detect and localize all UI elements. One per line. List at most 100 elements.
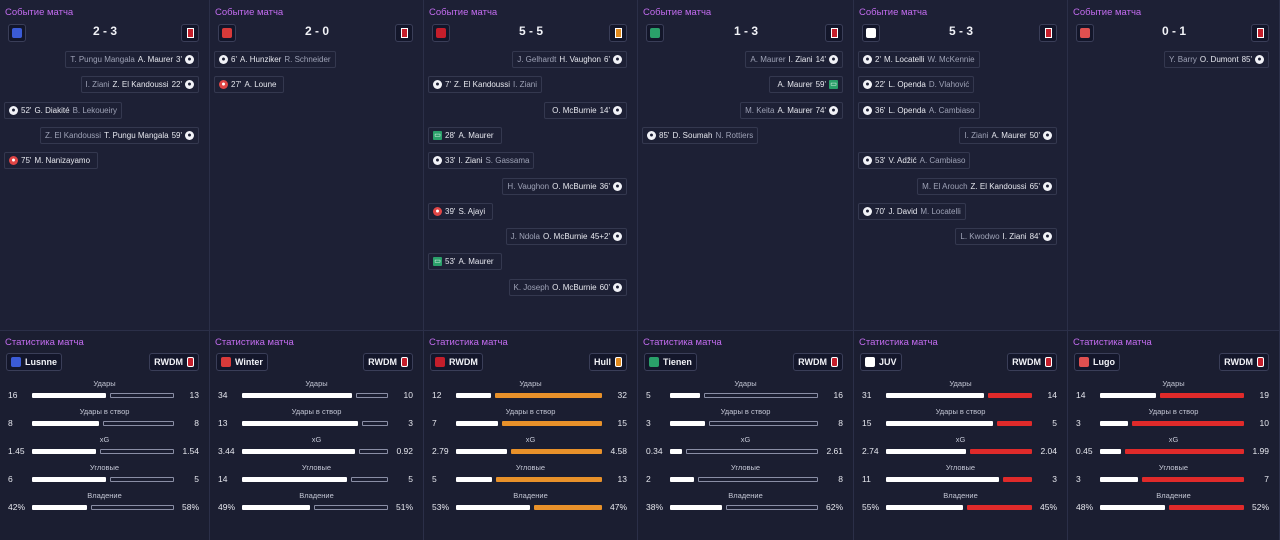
away-team-pill[interactable]: RWDM — [149, 353, 199, 371]
away-team-name: RWDM — [798, 357, 827, 367]
match-event[interactable]: ● 2' M. Locatelli W. McKennie — [858, 51, 980, 68]
stat-label: Удары — [1162, 379, 1185, 388]
match-event[interactable]: K. Joseph O. McBurnie 60' ● — [508, 278, 627, 296]
event-player: O. McBurnie — [542, 232, 588, 242]
match-event[interactable]: ● 36' L. Openda A. Cambiaso — [858, 101, 980, 119]
match-event[interactable]: M. Keita A. Maurer 74' ● — [740, 101, 843, 119]
stat-label: xG — [955, 435, 966, 444]
away-team-pill[interactable]: RWDM — [363, 353, 413, 371]
match-event[interactable]: ● 33' I. Ziani S. Gassama — [428, 152, 535, 170]
event-player: Z. El Kandoussi — [453, 80, 511, 90]
away-team-pill[interactable]: Hull — [589, 353, 627, 371]
match-event[interactable]: I. Ziani A. Maurer 50' ● — [959, 126, 1057, 144]
team-crest-icon — [12, 28, 22, 38]
stat-home-value: 53% — [432, 502, 450, 512]
ball-icon: ● — [829, 105, 838, 115]
match-event[interactable]: ● 7' Z. El Kandoussi I. Ziani — [428, 76, 543, 94]
match-event[interactable]: J. Gelhardt H. Vaughon 6' ● — [512, 51, 627, 68]
match-event[interactable]: Y. Barry O. Dumont 85' ● — [1164, 51, 1269, 68]
home-team-pill[interactable]: Tienen — [644, 353, 697, 371]
event-player: Z. El Kandoussi — [112, 80, 169, 90]
event-player: S. Ajayi — [458, 206, 486, 216]
stat-away-value: 15 — [617, 418, 627, 428]
event-assist: A. Cambiaso — [928, 105, 975, 115]
away-team-pill[interactable]: RWDM — [793, 353, 843, 371]
match-event[interactable]: O. McBurnie 14' ● — [544, 101, 627, 119]
event-player: A. Maurer — [458, 257, 494, 267]
stat-home-bar — [1100, 449, 1121, 454]
match-event[interactable]: A. Maurer 59' ▭ — [769, 76, 843, 94]
match-event[interactable]: ● 39' S. Ajayi — [428, 202, 494, 220]
stat-home-bar — [1100, 393, 1157, 398]
ball-icon: ● — [863, 55, 872, 64]
away-team-pill[interactable]: RWDM — [1219, 353, 1269, 371]
match-event[interactable]: ● 53' V. Adžić A. Cambiaso — [858, 152, 971, 170]
stat-home-value: 2.74 — [862, 446, 879, 456]
stat-label: xG — [740, 435, 751, 444]
stat-away-bar — [1169, 505, 1244, 510]
match-event[interactable]: ● 75' M. Nanizayamo — [4, 152, 99, 170]
match-event[interactable]: ● 52' G. Diakité B. Lekoueiry — [4, 101, 123, 119]
stat-label: Удары — [949, 379, 972, 388]
stat-away-value: 10 — [403, 390, 413, 400]
stat-label: Владение — [87, 491, 122, 500]
team-crest-icon — [401, 357, 408, 367]
event-minute: 28' — [445, 130, 456, 140]
match-event[interactable]: ▭ 53' A. Maurer — [428, 253, 502, 271]
event-minute: 85' — [1241, 55, 1252, 64]
match-event[interactable]: I. Ziani Z. El Kandoussi 22' ● — [80, 76, 199, 94]
event-player: V. Adžić — [888, 156, 917, 166]
stat-away-bar — [313, 505, 388, 510]
team-crest-icon — [186, 28, 194, 38]
away-team-pill[interactable]: RWDM — [1007, 353, 1057, 371]
match-event[interactable]: ● 27' A. Loune — [214, 76, 285, 94]
match-stats-panel: Статистика матча JUV RWDM Удары 31 14 Удары в … — [854, 330, 1068, 540]
event-minute: 14' — [599, 105, 610, 115]
home-team-pill[interactable]: Lusnne — [6, 353, 63, 371]
stat-home-value: 15 — [862, 418, 872, 428]
own-goal-icon: ● — [433, 206, 442, 216]
stat-away-value: 51% — [395, 502, 413, 512]
match-event[interactable]: ● 22' L. Openda D. Vlahović — [858, 76, 975, 94]
match-event[interactable]: T. Pungu Mangala A. Maurer 3' ● — [65, 51, 199, 68]
home-team-badge — [8, 24, 26, 42]
event-minute: 75' — [21, 156, 32, 166]
match-event[interactable]: ▭ 28' A. Maurer — [428, 126, 502, 144]
home-team-pill[interactable]: Winter — [216, 353, 268, 371]
event-player: A. Maurer — [137, 55, 174, 64]
stat-away-bar — [502, 421, 602, 426]
stat-label: Удары в створ — [79, 407, 130, 416]
stat-away-bar — [351, 477, 388, 482]
match-event[interactable]: ● 6' A. Hunziker R. Schneider — [214, 51, 336, 68]
match-event[interactable]: H. Vaughon O. McBurnie 36' ● — [502, 177, 627, 195]
match-event[interactable]: ● 85' D. Soumah N. Rottiers — [642, 126, 759, 144]
ball-icon: ● — [1043, 232, 1052, 242]
stat-home-value: 2 — [646, 474, 651, 484]
own-goal-icon: ● — [9, 156, 18, 166]
ball-icon: ● — [613, 105, 622, 115]
home-team-pill[interactable]: RWDM — [430, 353, 483, 371]
match-event[interactable]: M. El Arouch Z. El Kandoussi 65' ● — [917, 177, 1057, 195]
stat-home-bar — [886, 421, 993, 426]
stat-away-bar — [110, 477, 174, 482]
ball-icon: ● — [863, 206, 872, 216]
stat-away-value: 19 — [1259, 390, 1269, 400]
stat-away-bar — [725, 505, 818, 510]
match-stats-panel: Статистика матча Lusnne RWDM Удары 16 13 Удары… — [0, 330, 210, 540]
stat-home-bar — [32, 477, 107, 482]
stat-label: Удары — [305, 379, 328, 388]
stat-away-value: 10 — [1259, 418, 1269, 428]
home-team-pill[interactable]: JUV — [860, 353, 902, 371]
stat-label: Угловые — [730, 463, 761, 472]
home-team-pill[interactable]: Lugo — [1074, 353, 1120, 371]
match-event[interactable]: A. Maurer I. Ziani 14' ● — [745, 51, 843, 68]
team-crest-icon — [866, 28, 876, 38]
event-assist: I. Ziani — [85, 80, 110, 90]
match-event[interactable]: ● 70' J. David M. Locatelli — [858, 202, 966, 220]
home-team-badge — [862, 24, 880, 42]
match-event[interactable]: L. Kwodwo I. Ziani 84' ● — [955, 228, 1057, 246]
stat-home-value: 48% — [1076, 502, 1094, 512]
event-assist: D. Vlahović — [928, 80, 970, 90]
match-event[interactable]: J. Ndola O. McBurnie 45+2' ● — [505, 228, 627, 246]
match-event[interactable]: Z. El Kandoussi T. Pungu Mangala 59' ● — [40, 126, 199, 144]
